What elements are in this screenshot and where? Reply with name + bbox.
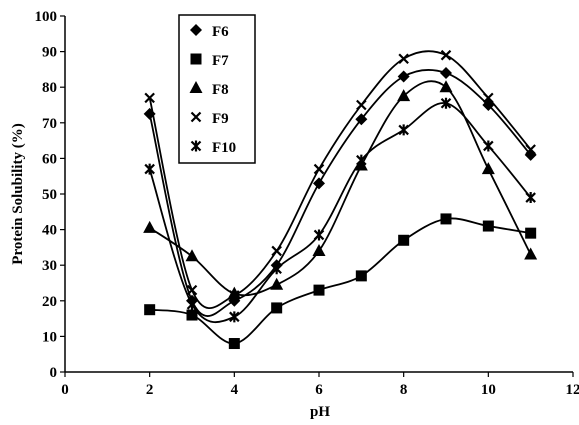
data-point-f9 [398,53,409,64]
legend-marker-f10 [190,140,202,152]
legend-label-f9: F9 [212,111,229,127]
data-point-f7 [525,227,537,239]
data-point-f8 [185,249,199,262]
legend-marker-f7 [190,53,202,65]
y-tick-label: 40 [42,223,57,239]
data-point-f10 [356,154,367,166]
y-tick-label: 80 [42,80,57,96]
y-tick-label: 30 [42,258,57,274]
data-point-f9 [186,284,198,296]
legend: F6 F7 F8 F9 F10 [178,14,256,164]
data-point-f8 [270,277,284,290]
data-point-f8 [227,286,241,299]
data-point-f8 [397,89,411,102]
legend-label-f8: F8 [212,82,229,98]
data-point-f6 [397,70,410,83]
legend-label-f6: F6 [212,24,229,40]
data-point-f8 [312,243,326,256]
data-point-f10 [229,311,240,323]
data-point-f9 [440,49,452,61]
data-point-f10 [271,263,282,275]
legend-marker-f9 [190,111,202,123]
data-point-f9 [483,92,494,104]
y-tick-label: 50 [42,187,57,203]
data-point-f6 [313,177,325,190]
x-tick-label: 6 [315,382,323,398]
data-point-f7 [482,220,494,232]
legend-label-f7: F7 [212,53,229,69]
series-f8 [143,80,538,299]
legend-marker-f8 [189,81,203,93]
series-layer [143,49,538,350]
series-f10 [144,97,536,323]
x-tick-label: 12 [566,382,579,398]
data-point-f9 [229,290,240,301]
data-point-f10 [440,97,452,109]
data-point-f9 [525,144,536,155]
y-tick-label: 0 [50,365,58,381]
data-point-f7 [186,309,198,321]
data-point-f10 [525,192,536,204]
data-point-f7 [355,270,367,282]
series-f9 [144,49,536,309]
x-tick-label: 8 [400,382,408,398]
data-point-f7 [440,213,452,225]
data-point-f8 [481,162,495,175]
x-axis-title: pH [310,404,330,420]
data-point-f9 [144,92,155,104]
series-line-f8 [149,80,532,297]
data-point-f8 [439,80,453,93]
data-point-f7 [398,234,410,246]
y-axis-title: Protein Solubility (%) [10,123,26,264]
series-line-f10 [148,102,532,323]
series-line-f7 [149,217,531,345]
y-tick-label: 60 [42,151,57,167]
y-tick-label: 10 [42,329,57,345]
x-tick-label: 10 [481,382,496,398]
data-point-f8 [524,247,538,260]
data-point-f6 [355,113,368,126]
x-tick-label: 4 [231,382,239,398]
data-point-f9 [313,163,325,175]
data-point-f10 [313,229,325,241]
data-point-f9 [356,99,367,111]
data-point-f7 [144,304,156,316]
axes: 0 10 20 30 40 50 60 70 80 90 100 0 2 4 6 8 10 12 [35,9,579,398]
y-tick-label: 20 [42,294,57,310]
data-point-f7 [313,284,325,296]
data-point-f9 [271,245,282,257]
data-point-f8 [143,220,157,233]
data-point-f10 [483,140,494,152]
data-point-f10 [398,124,409,136]
x-tick-label: 0 [61,382,69,398]
data-point-f7 [228,338,240,350]
data-point-f7 [271,302,283,314]
data-point-f10 [144,163,155,175]
y-tick-label: 70 [42,116,57,132]
x-tick-label: 2 [146,382,154,398]
y-tick-label: 100 [35,9,58,25]
data-point-f10 [186,298,198,310]
legend-label-f10: F10 [212,140,236,156]
legend-marker-f6 [190,24,202,36]
series-f7 [144,213,537,350]
data-point-f6 [440,66,452,79]
y-tick-label: 90 [42,45,57,61]
